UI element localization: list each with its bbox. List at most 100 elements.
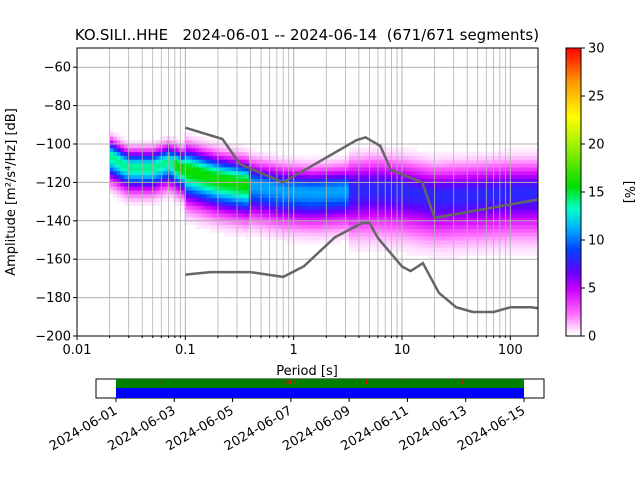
heatmap-cell: [502, 167, 507, 172]
heatmap-cell: [463, 205, 468, 210]
heatmap-cell: [177, 140, 182, 145]
heatmap-cell: [405, 201, 411, 206]
heatmap-cell: [459, 220, 464, 226]
heatmap-cell: [377, 174, 382, 179]
heatmap-cell: [195, 193, 200, 199]
heatmap-cell: [523, 147, 528, 153]
heatmap-cell: [416, 213, 421, 218]
heatmap-cell: [502, 190, 507, 195]
heatmap-cell: [502, 178, 507, 183]
heatmap-cell: [109, 155, 114, 160]
heatmap-cell: [316, 155, 321, 160]
heatmap-cell: [530, 159, 536, 164]
heatmap-cell: [327, 205, 332, 210]
heatmap-cell: [509, 174, 514, 179]
heatmap-cell: [523, 174, 528, 179]
heatmap-cell: [298, 209, 303, 214]
heatmap-cell: [530, 216, 536, 222]
heatmap-cell: [363, 167, 368, 172]
heatmap-cell: [388, 201, 393, 206]
heatmap-cell: [530, 151, 536, 156]
heatmap-cell: [480, 197, 486, 202]
y-tick-label: −140: [35, 214, 71, 229]
heatmap-cell: [513, 163, 518, 168]
heatmap-cell: [448, 209, 453, 214]
heatmap-cell: [238, 155, 243, 160]
heatmap-cell: [266, 193, 271, 199]
heatmap-cell: [470, 213, 475, 218]
heatmap-cell: [302, 159, 307, 164]
heatmap-cell: [191, 140, 196, 145]
heatmap-cell: [509, 167, 514, 172]
heatmap-cell: [309, 170, 314, 176]
heatmap-cell: [216, 228, 221, 233]
heatmap-cell: [123, 201, 129, 206]
heatmap-cell: [534, 190, 538, 195]
heatmap-cell: [191, 216, 196, 222]
heatmap-cell: [355, 213, 361, 218]
colorbar-label: [%]: [621, 181, 636, 204]
heatmap-cell: [156, 159, 161, 164]
heatmap-cell: [138, 140, 143, 145]
heatmap-cell: [255, 151, 261, 156]
heatmap-cell: [170, 186, 175, 191]
heatmap-cell: [520, 251, 525, 256]
heatmap-cell: [309, 155, 314, 160]
y-tick-label: −100: [35, 138, 71, 153]
heatmap-cell: [445, 193, 450, 199]
heatmap-cell: [388, 205, 393, 210]
heatmap-cell: [505, 167, 511, 172]
heatmap-cell: [284, 186, 289, 191]
heatmap-cell: [334, 224, 339, 229]
heatmap-cell: [445, 247, 450, 252]
heatmap-cell: [109, 151, 114, 156]
heatmap-cell: [223, 163, 229, 168]
heatmap-cell: [355, 209, 361, 214]
heatmap-cell: [384, 170, 389, 176]
heatmap-cell: [188, 140, 193, 145]
heatmap-cell: [255, 178, 261, 183]
heatmap-cell: [270, 151, 275, 156]
heatmap-cell: [373, 144, 378, 149]
heatmap-cell: [498, 197, 503, 202]
heatmap-cell: [170, 144, 175, 149]
heatmap-cell: [123, 186, 129, 191]
heatmap-cell: [245, 155, 250, 160]
heatmap-cell: [227, 232, 232, 237]
heatmap-cell: [330, 174, 336, 179]
heatmap-cell: [338, 220, 343, 226]
heatmap-cell: [127, 147, 132, 153]
heatmap-cell: [388, 228, 393, 233]
heatmap-cell: [252, 178, 257, 183]
heatmap-cell: [388, 224, 393, 229]
heatmap-cell: [530, 209, 536, 214]
heatmap-cell: [206, 163, 211, 168]
heatmap-cell: [345, 232, 350, 237]
heatmap-cell: [352, 167, 357, 172]
heatmap-cell: [509, 193, 514, 199]
heatmap-cell: [420, 163, 425, 168]
heatmap-cell: [452, 170, 457, 176]
heatmap-cell: [198, 186, 204, 191]
heatmap-cell: [277, 216, 282, 222]
heatmap-cell: [398, 182, 403, 187]
heatmap-cell: [363, 213, 368, 218]
heatmap-cell: [370, 151, 375, 156]
heatmap-cell: [302, 240, 307, 245]
heatmap-cell: [270, 178, 275, 183]
heatmap-cell: [213, 144, 218, 149]
heatmap-cell: [413, 163, 418, 168]
heatmap-cell: [405, 178, 411, 183]
heatmap-cell: [391, 163, 396, 168]
heatmap-cell: [266, 220, 271, 226]
heatmap-cell: [534, 159, 538, 164]
heatmap-cell: [488, 170, 493, 176]
heatmap-cell: [420, 186, 425, 191]
heatmap-cell: [338, 170, 343, 176]
heatmap-cell: [423, 197, 428, 202]
heatmap-cell: [330, 213, 336, 218]
heatmap-cell: [488, 232, 493, 237]
heatmap-cell: [530, 236, 536, 241]
heatmap-cell: [113, 140, 118, 145]
heatmap-cell: [298, 178, 303, 183]
